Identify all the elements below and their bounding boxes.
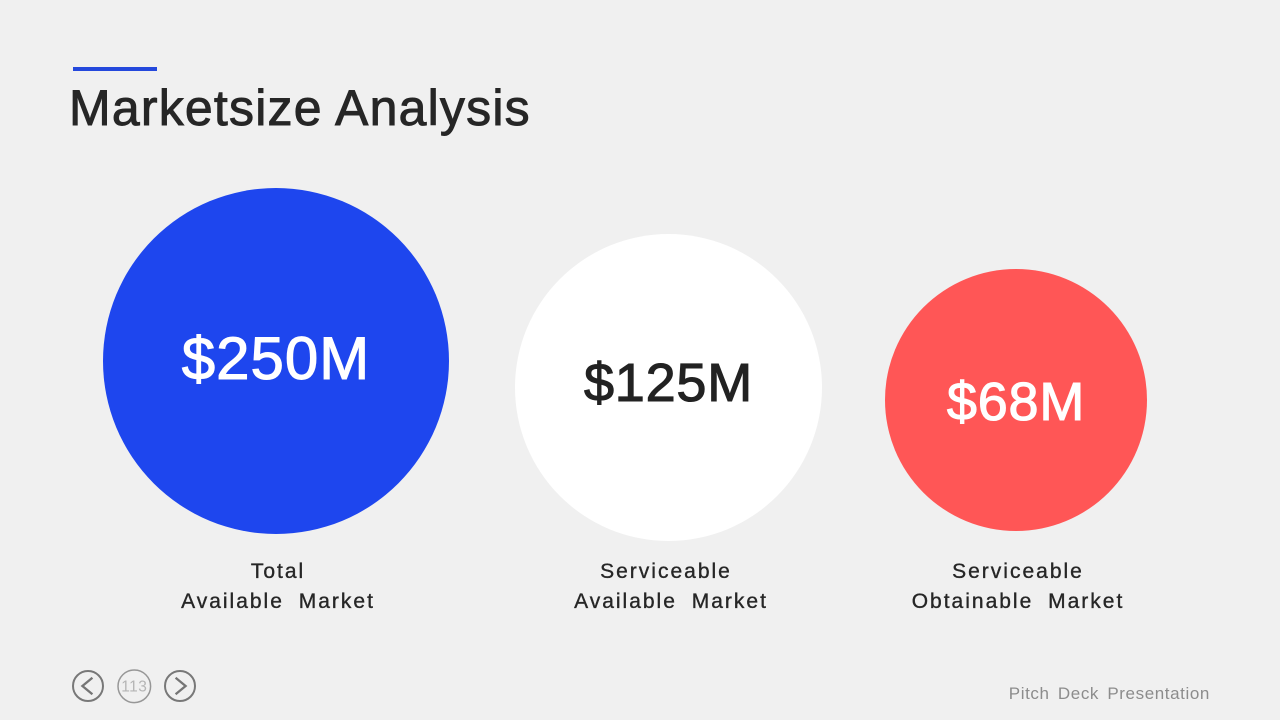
svg-text:113: 113 bbox=[121, 679, 147, 696]
